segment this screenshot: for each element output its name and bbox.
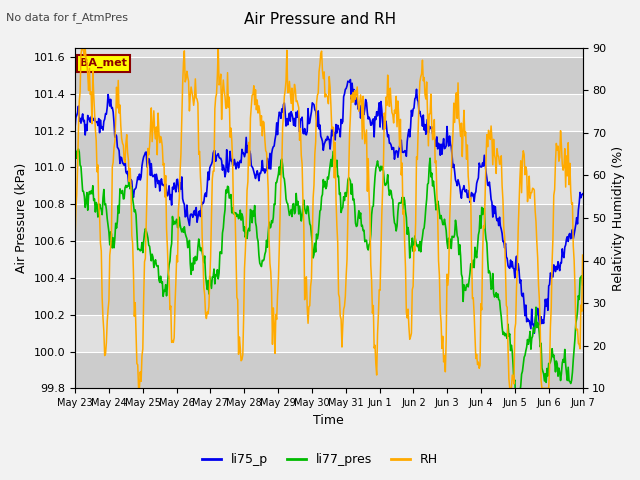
Y-axis label: Air Pressure (kPa): Air Pressure (kPa): [15, 163, 28, 273]
X-axis label: Time: Time: [314, 414, 344, 427]
Text: No data for f_AtmPres: No data for f_AtmPres: [6, 12, 129, 23]
Y-axis label: Relativity Humidity (%): Relativity Humidity (%): [612, 145, 625, 290]
Text: Air Pressure and RH: Air Pressure and RH: [244, 12, 396, 27]
Bar: [75, 278, 582, 315]
Bar: [75, 351, 582, 388]
Legend: li75_p, li77_pres, RH: li75_p, li77_pres, RH: [197, 448, 443, 471]
Bar: [75, 57, 582, 94]
Bar: [75, 131, 582, 168]
Bar: [75, 204, 582, 241]
Text: BA_met: BA_met: [80, 58, 127, 68]
